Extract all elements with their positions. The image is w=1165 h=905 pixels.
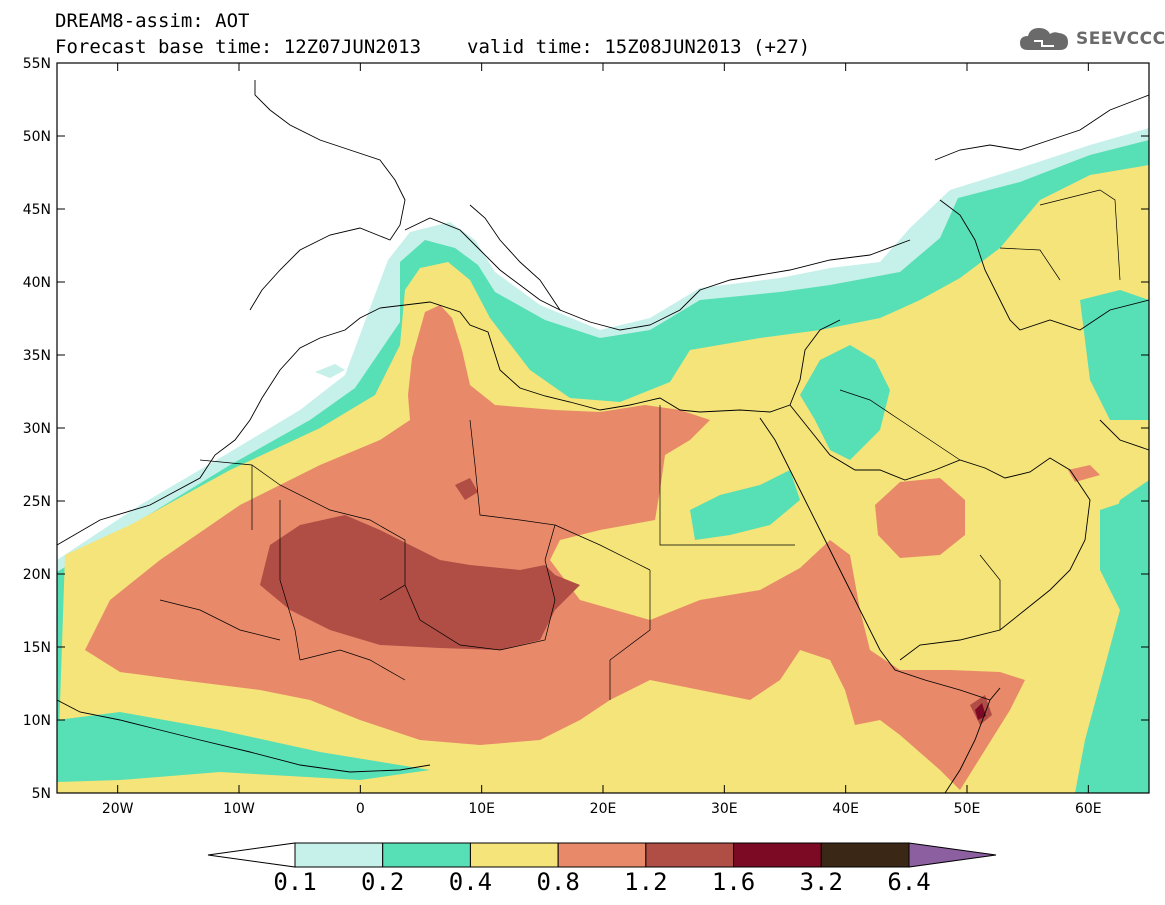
colorbar-swatch [382,842,471,868]
aot-pocket-0.8-a [875,478,965,558]
lat-label: 50N [23,129,51,145]
aot-pocket-0.2-d [1100,500,1149,610]
colorbar-swatch [645,842,735,868]
aot-pocket-0.2-e [57,712,430,782]
aot-pocket-0.2-a [800,345,890,460]
colorbar-swatch [469,842,559,868]
aot-pocket-0.2-b [690,470,800,540]
colorbar-swatch [820,842,910,868]
lat-label: 35N [23,348,51,364]
colorbar-threshold-label: 0.1 [273,868,317,896]
lat-label: 10N [23,713,51,729]
colorbar-swatch [294,842,384,868]
lon-label: 20W [102,801,134,817]
lat-label: 5N [32,786,51,802]
lat-label: 40N [23,275,51,291]
lat-label: 20N [23,567,51,583]
cloud-icon [1020,28,1068,50]
lat-label: 25N [23,494,51,510]
lon-label: 40E [832,801,859,817]
lon-label: 30E [711,801,738,817]
coastlines [57,80,1149,793]
logo-text: SEEVCCC [1076,29,1165,49]
colorbar-threshold-label: 0.8 [536,868,580,896]
lon-label: 10W [223,801,255,817]
colorbar-threshold-label: 6.4 [887,868,931,896]
lat-label: 30N [23,421,51,437]
colorbar [207,842,997,868]
map-axes: 55N 50N 45N 40N 35N 30N 25N 20N 15N 10N 5N 20W 10W 0 1… [23,56,1149,817]
colorbar-arrow-high [908,842,997,868]
aot-contour-0.1-b [315,364,345,378]
seevccc-logo: SEEVCCC [1018,24,1165,54]
lon-label: 0 [356,801,365,817]
base-time: Forecast base time: 12Z07JUN2013 [55,36,422,58]
colorbar-arrow-low [207,842,296,868]
aot-contour-0.8 [85,305,1025,790]
borders [159,189,1121,700]
valid-time: valid time: 15Z08JUN2013 (+27) [467,36,811,58]
lat-label: 15N [23,640,51,656]
lon-label: 50E [954,801,981,817]
lon-label: 20E [590,801,617,817]
lon-label: 10E [468,801,495,817]
aot-pocket-1.2-a [455,478,478,500]
colorbar-threshold-label: 1.2 [624,868,668,896]
aot-field [57,63,1149,793]
colorbar-swatch [557,842,647,868]
colorbar-threshold-label: 0.2 [361,868,405,896]
colorbar-threshold-label: 3.2 [799,868,843,896]
colorbar-threshold-label: 1.6 [711,868,756,896]
colorbar-threshold-label: 0.4 [448,868,493,896]
aot-pocket-0.8-b [1068,465,1100,482]
map-title: DREAM8-assim: AOT [55,10,250,32]
aot-pocket-0.2-c [1080,290,1149,420]
lat-label: 45N [23,202,51,218]
aot-contour-1.2 [260,515,580,650]
aot-pocket-1.6 [975,703,986,720]
lon-label: 60E [1075,801,1102,817]
time-line: Forecast base time: 12Z07JUN2013 valid ti… [55,36,810,58]
colorbar-swatch [733,842,822,868]
lat-label: 55N [23,56,51,72]
